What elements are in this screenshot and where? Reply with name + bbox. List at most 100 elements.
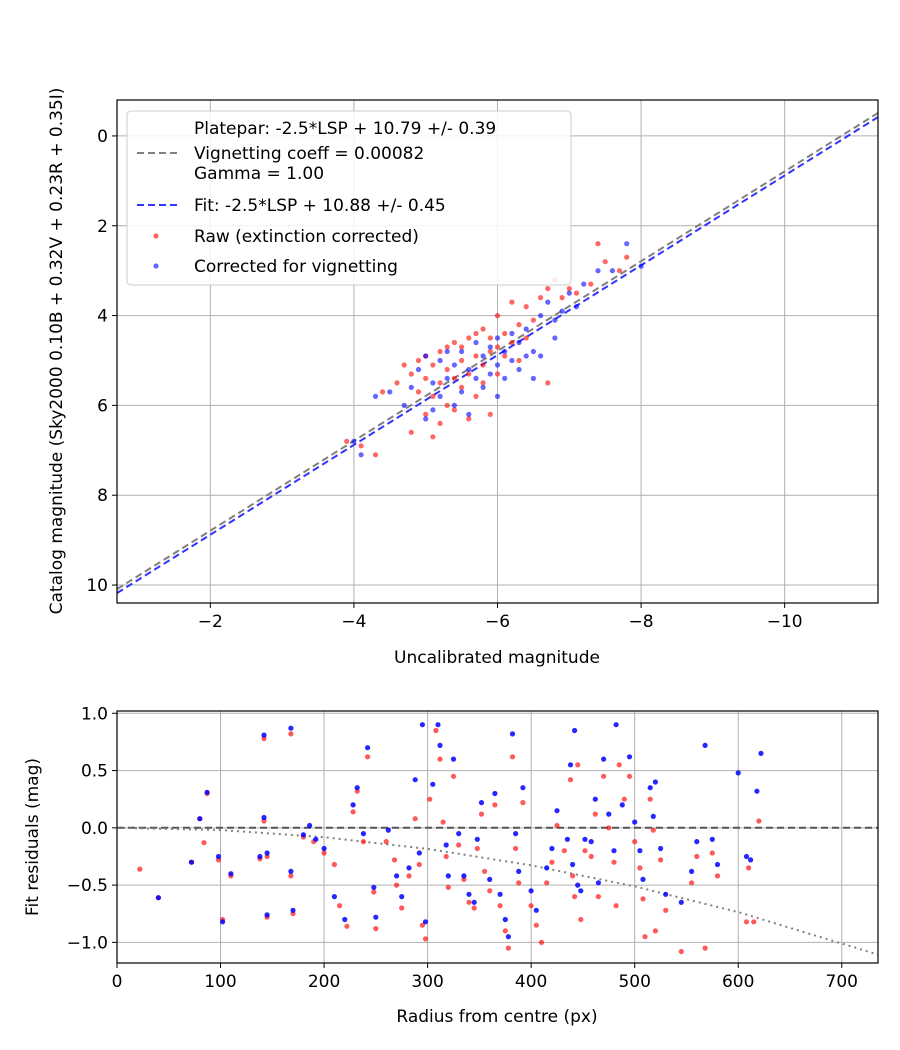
- top-point: [451, 375, 457, 381]
- bottom-point: [204, 789, 210, 795]
- top-point: [459, 384, 465, 390]
- top-x-tick-label: −6: [485, 612, 510, 632]
- bottom-point: [264, 912, 270, 918]
- legend-fit-label: Fit: -2.5*LSP + 10.88 +/- 0.45: [194, 196, 446, 216]
- top-point: [624, 241, 630, 247]
- bottom-point: [435, 722, 441, 728]
- bottom-point: [754, 788, 760, 794]
- bottom-point: [422, 936, 429, 942]
- top-point: [408, 384, 414, 390]
- bottom-point: [652, 928, 659, 934]
- bottom-point: [391, 857, 398, 863]
- bottom-point: [714, 873, 721, 879]
- bottom-point: [497, 903, 503, 909]
- top-point: [494, 335, 501, 341]
- bottom-point: [461, 873, 467, 879]
- top-point: [545, 299, 551, 305]
- top-point: [451, 362, 457, 368]
- bottom-point: [520, 785, 526, 791]
- bottom-point: [502, 916, 508, 923]
- top-point: [509, 299, 515, 305]
- top-point: [444, 344, 450, 350]
- bottom-x-tick-label: 200: [308, 972, 340, 992]
- bottom-point: [261, 732, 267, 738]
- top-point: [487, 348, 493, 355]
- bottom-point: [492, 790, 498, 797]
- bottom-x-tick-label: 600: [722, 972, 754, 992]
- bottom-point: [647, 785, 653, 791]
- bottom-point: [365, 745, 371, 751]
- top-point: [459, 348, 465, 355]
- bottom-point: [422, 919, 429, 925]
- bottom-point: [626, 773, 633, 779]
- top-point: [459, 389, 465, 395]
- bottom-point: [350, 802, 356, 808]
- top-point: [415, 389, 422, 395]
- bottom-point: [592, 811, 598, 817]
- bottom-point: [621, 796, 627, 802]
- bottom-point: [663, 891, 669, 897]
- top-point: [545, 380, 551, 386]
- bottom-point: [337, 903, 343, 909]
- bottom-point: [694, 853, 700, 860]
- bottom-point: [456, 831, 462, 837]
- top-point: [423, 411, 429, 417]
- legend-platepar-label: Platepar: -2.5*LSP + 10.79 +/- 0.39: [194, 119, 496, 139]
- top-point: [473, 339, 479, 346]
- bottom-point: [650, 827, 656, 833]
- bottom-point: [466, 899, 472, 905]
- bottom-point: [520, 800, 526, 806]
- top-point: [552, 317, 558, 323]
- top-point: [437, 348, 443, 355]
- top-y-tick-label: 10: [86, 576, 108, 596]
- top-point: [380, 389, 386, 395]
- top-point: [437, 393, 443, 399]
- bottom-point: [735, 770, 741, 776]
- top-point: [430, 380, 436, 386]
- top-point: [487, 411, 493, 417]
- top-point: [523, 335, 529, 341]
- bottom-point: [201, 840, 207, 846]
- bottom-point: [606, 811, 612, 817]
- bottom-point: [288, 725, 294, 731]
- bottom-point: [261, 814, 267, 821]
- bottom-point: [137, 866, 143, 872]
- bottom-point: [516, 868, 522, 875]
- bottom-point: [564, 836, 571, 842]
- top-point: [538, 295, 544, 301]
- top-point: [609, 268, 616, 274]
- top-point: [459, 357, 465, 364]
- bottom-point: [290, 907, 296, 913]
- bottom-point: [331, 861, 337, 868]
- bottom-point: [678, 899, 684, 905]
- top-y-tick-label: 0: [97, 127, 108, 147]
- bottom-point: [606, 825, 612, 831]
- bottom-point: [474, 836, 480, 842]
- top-series-corrected: [351, 241, 644, 458]
- top-point: [595, 241, 601, 247]
- top-x-tick-label: −2: [198, 612, 223, 632]
- bottom-point: [743, 919, 750, 925]
- bottom-point: [419, 722, 425, 728]
- top-point: [423, 353, 429, 359]
- top-point: [387, 389, 393, 395]
- bottom-y-tick-label: 0.5: [81, 762, 108, 782]
- bottom-point: [549, 845, 555, 852]
- top-point: [530, 317, 537, 323]
- top-point: [423, 375, 429, 381]
- bottom-point: [419, 922, 425, 928]
- top-x-tick-label: −10: [767, 612, 803, 632]
- top-point: [480, 384, 486, 390]
- bottom-point: [588, 839, 594, 845]
- top-point: [502, 330, 508, 337]
- bottom-point: [538, 939, 545, 946]
- bottom-point: [554, 808, 560, 814]
- bottom-point: [578, 916, 584, 923]
- bottom-point: [592, 796, 598, 802]
- top-point: [480, 362, 486, 368]
- legend-raw-marker: [153, 233, 159, 239]
- bottom-point: [601, 756, 607, 762]
- top-point: [538, 313, 544, 319]
- bottom-point: [652, 779, 659, 785]
